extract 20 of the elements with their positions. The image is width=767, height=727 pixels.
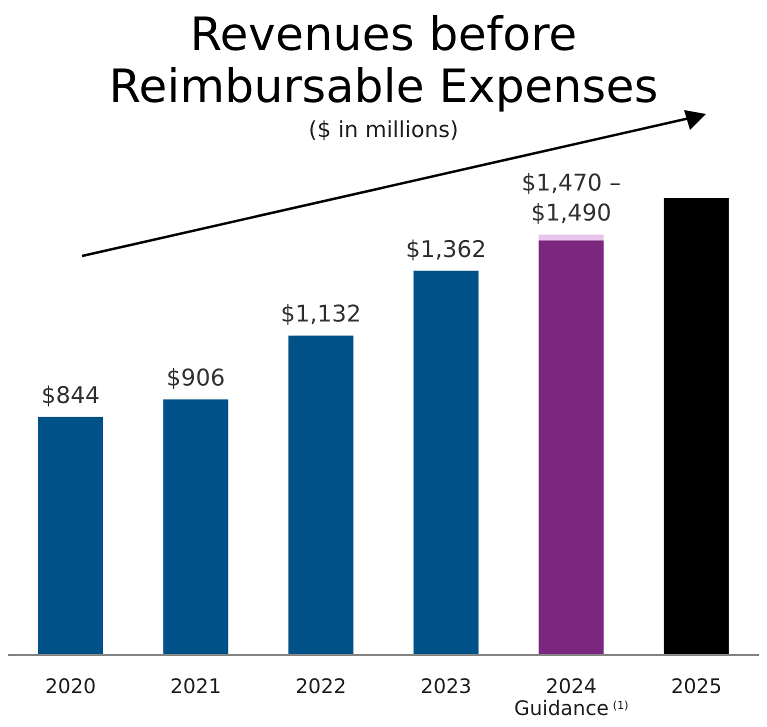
- data-label: $906: [166, 365, 225, 392]
- x-tick-label: 2022: [295, 674, 346, 698]
- data-label: $1,470 – $1,490: [522, 170, 621, 227]
- data-label: $844: [41, 382, 100, 409]
- x-tick-label: 2021: [170, 674, 222, 698]
- bar: [664, 198, 729, 655]
- data-label: $1,362: [406, 236, 486, 263]
- chart-subtitle: ($ in millions): [308, 118, 460, 143]
- x-tick-label: 2023: [420, 674, 472, 698]
- bar: [288, 336, 354, 655]
- bar: [163, 399, 228, 655]
- data-label: $1,132: [280, 302, 362, 328]
- chart-title: Revenues before Reimbursable Expenses: [108, 7, 660, 113]
- x-tick-label: 2025: [670, 674, 722, 698]
- bar: [538, 240, 604, 655]
- bar: [414, 270, 479, 655]
- x-tick-label: 2024 Guidance$^{(1)}$: [514, 674, 628, 720]
- bar: [38, 416, 104, 655]
- x-tick-label: 2020: [45, 674, 96, 698]
- bar: [538, 234, 604, 240]
